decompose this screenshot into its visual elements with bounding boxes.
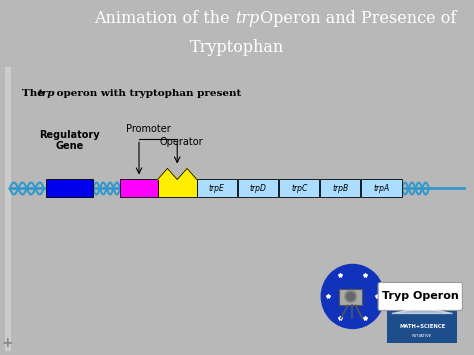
Bar bbox=[5, 67, 10, 351]
Text: Promoter: Promoter bbox=[126, 125, 171, 135]
Text: trpD: trpD bbox=[250, 184, 266, 193]
Bar bbox=[46, 179, 93, 197]
Text: Gene: Gene bbox=[55, 141, 83, 152]
FancyBboxPatch shape bbox=[378, 283, 463, 311]
Circle shape bbox=[321, 264, 384, 328]
Text: INITIATIVE: INITIATIVE bbox=[412, 334, 432, 338]
Circle shape bbox=[347, 293, 355, 300]
Text: The: The bbox=[22, 89, 48, 98]
Bar bbox=[158, 179, 197, 197]
Text: MATH+SCIENCE: MATH+SCIENCE bbox=[399, 324, 446, 329]
Bar bbox=[362, 179, 401, 197]
Text: Operator: Operator bbox=[159, 137, 203, 147]
Bar bbox=[197, 179, 237, 197]
Text: +: + bbox=[2, 337, 13, 350]
Polygon shape bbox=[392, 307, 453, 313]
Text: trp: trp bbox=[235, 10, 259, 27]
Bar bbox=[120, 179, 158, 197]
Text: Regulatory: Regulatory bbox=[39, 130, 100, 141]
Text: trpE: trpE bbox=[209, 184, 225, 193]
Text: trpC: trpC bbox=[291, 184, 308, 193]
Bar bbox=[320, 179, 361, 197]
Text: Tryp Operon: Tryp Operon bbox=[382, 291, 459, 301]
Bar bbox=[279, 179, 319, 197]
Polygon shape bbox=[158, 169, 197, 179]
Text: trp: trp bbox=[37, 89, 55, 98]
Text: Operon and Presence of: Operon and Presence of bbox=[255, 10, 456, 27]
Bar bbox=[339, 289, 363, 305]
Bar bbox=[387, 305, 457, 343]
Text: Tryptophan: Tryptophan bbox=[190, 39, 284, 56]
Text: trpB: trpB bbox=[332, 184, 348, 193]
Text: Animation of the: Animation of the bbox=[94, 10, 235, 27]
Bar bbox=[238, 179, 278, 197]
Circle shape bbox=[345, 290, 356, 302]
Text: operon with tryptophan present: operon with tryptophan present bbox=[53, 89, 241, 98]
Text: trpA: trpA bbox=[374, 184, 390, 193]
